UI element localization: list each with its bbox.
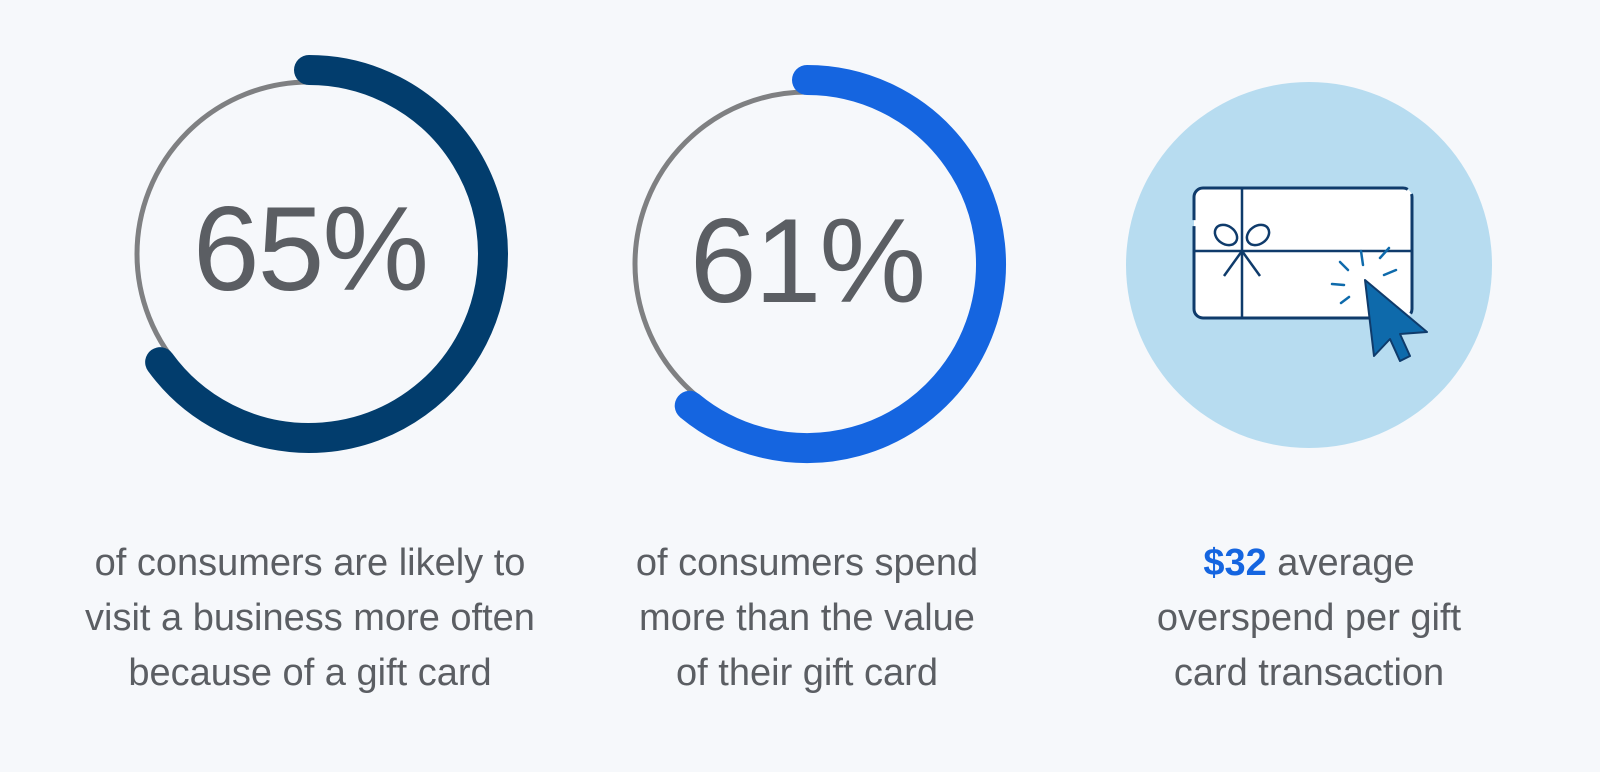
stat-caption: of consumers are likely to visit a busin… — [70, 536, 550, 701]
caption-line: more than the value — [639, 597, 975, 639]
stat-consumers-visit-more: 65% of consumers are likely to visit a b… — [70, 0, 550, 772]
caption-line: $32 average — [1069, 536, 1549, 591]
ring-progress-arc — [145, 55, 508, 453]
stat-consumers-overspend: 61% of consumers spend more than the val… — [583, 0, 1063, 772]
highlight-amount: $32 — [1203, 542, 1267, 584]
stat-caption: $32 average overspend per gift card tran… — [1069, 536, 1549, 701]
gift-card-click-icon — [1192, 186, 1428, 362]
ring-progress-arc — [674, 65, 1006, 463]
stat-value-65: 65% — [192, 182, 429, 316]
stat-value-61: 61% — [689, 194, 926, 328]
caption-line: overspend per gift — [1156, 597, 1462, 639]
caption-line: card transaction — [1173, 652, 1445, 694]
caption-line: of consumers are likely to — [94, 542, 526, 584]
caption-line: because of a gift card — [128, 652, 492, 694]
donut-chart-61 — [632, 65, 1006, 463]
caption-text: average — [1266, 542, 1415, 584]
stat-caption: of consumers spend more than the value o… — [567, 536, 1047, 701]
caption-line: visit a business more often — [85, 597, 535, 639]
gift-card-badge — [1126, 82, 1492, 448]
caption-line: of their gift card — [676, 652, 938, 694]
stat-average-overspend: $32 average overspend per gift card tran… — [1086, 0, 1566, 772]
caption-line: of consumers spend — [635, 542, 979, 584]
donut-chart-65 — [134, 55, 508, 453]
